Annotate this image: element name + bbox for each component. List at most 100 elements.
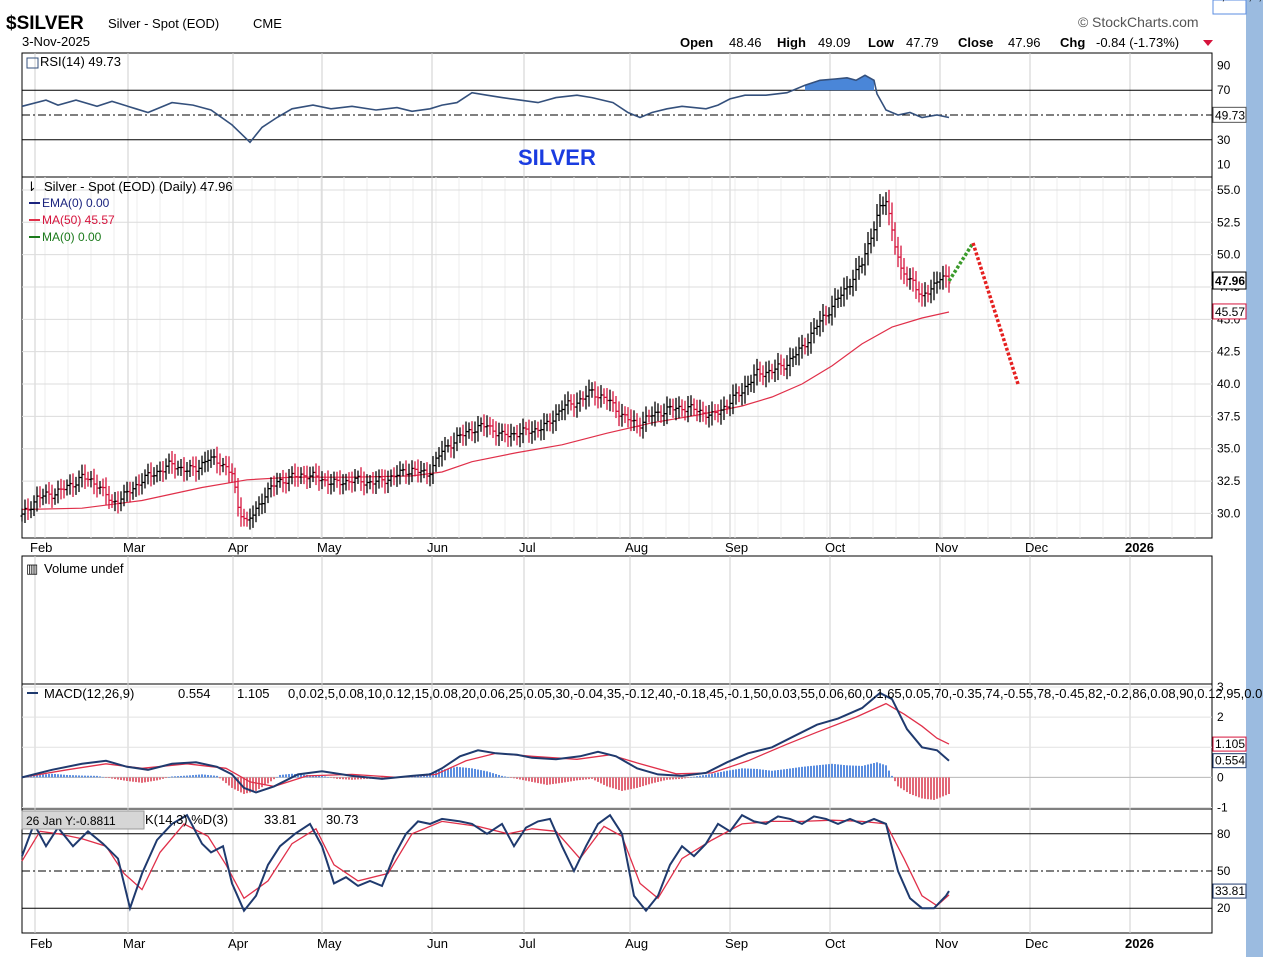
ohlc-bar: [317, 465, 321, 491]
ohlc-bar: [170, 451, 174, 474]
macd-hist-bar: [780, 769, 782, 778]
ohlc-bar: [905, 266, 909, 287]
macd-hist-bar: [195, 774, 197, 778]
ohlc-bar: [839, 286, 843, 307]
ohlc-bar: [581, 391, 585, 407]
month-tick-label: Dec: [1025, 936, 1049, 951]
macd-hist-bar: [864, 765, 866, 778]
ohlc-bar: [641, 411, 645, 439]
macd-hist-bar: [486, 771, 488, 778]
ohlc-bar: [887, 189, 891, 226]
macd-hist-bar: [804, 766, 806, 778]
macd-hist-bar: [759, 769, 761, 778]
month-tick-label: Nov: [935, 540, 959, 555]
month-tick-label: 2026: [1125, 936, 1154, 951]
macd-hist-bar: [936, 777, 938, 799]
macd-hist-bar: [483, 770, 485, 778]
macd-hist-bar: [132, 777, 134, 782]
ohlc-bar: [44, 484, 48, 504]
macd-hist-bar: [588, 777, 590, 780]
brand-name[interactable]: StockCharts.com: [1092, 14, 1199, 30]
macd-hist-badge-text: 0,0.02,5,0.08,10,0.12,15,0.08,20,0.06,25…: [1215, 0, 1263, 3]
macd-hist-bar: [840, 764, 842, 778]
macd-hist-bar: [774, 770, 776, 778]
ohlc-bar: [533, 420, 537, 441]
macd-hist-bar: [162, 777, 164, 779]
ohlc-bar: [161, 461, 165, 482]
month-tick-label: Aug: [625, 540, 648, 555]
ohlc-bar: [863, 243, 867, 276]
ohlc-bar: [713, 404, 717, 421]
ohlc-bar: [782, 358, 786, 377]
macd-hist-bar: [249, 777, 251, 793]
price-last-badge: [1212, 271, 1247, 290]
ohlc-bar: [482, 414, 486, 437]
ohlc-bar: [743, 375, 747, 404]
month-tick-label: Feb: [30, 540, 52, 555]
ohlc-bar: [212, 449, 216, 465]
macd-hist-bar: [546, 777, 548, 785]
macd-hist-bar: [648, 777, 650, 785]
macd-hist-bar: [891, 775, 893, 778]
ohlc-bar: [302, 465, 306, 485]
macd-hist-bar: [912, 777, 914, 796]
macd-hist-bar: [738, 768, 740, 778]
macd-hist-bar: [336, 777, 338, 779]
macd-hist-bar: [477, 769, 479, 778]
ohlc-bar: [89, 470, 93, 488]
ohlc-bar: [185, 461, 189, 481]
ohlc-bar: [23, 499, 27, 524]
stoch-d-value: 30.73: [326, 812, 359, 827]
signal-value: 1.105: [237, 686, 270, 701]
close-label: Close: [958, 35, 993, 50]
ohlc-bar: [671, 398, 675, 418]
ohlc-bar: [257, 496, 261, 517]
ohlc-bar: [797, 337, 801, 366]
ohlc-bar: [107, 485, 111, 509]
macd-hist-bar: [690, 777, 692, 778]
month-tick-label: Apr: [228, 936, 249, 951]
ohlc-bar: [278, 473, 282, 488]
macd-tick-label: -1: [1217, 800, 1228, 814]
macd-hist-bar: [624, 777, 626, 791]
macd-hist-bar: [567, 777, 569, 782]
ohlc-bar: [290, 466, 294, 485]
macd-hist-bar: [807, 766, 809, 778]
macd-hist-bar: [558, 777, 560, 784]
macd-hist-bar: [750, 768, 752, 778]
ohlc-bar: [707, 404, 711, 428]
macd-hist-bar: [678, 777, 680, 780]
macd-hist-bar: [513, 777, 515, 779]
ohlc-bar: [716, 404, 720, 423]
macd-hist-bar: [102, 776, 104, 778]
ohlc-bar: [944, 264, 948, 288]
ema-label: EMA(0) 0.00: [42, 196, 110, 210]
ohlc-bar: [599, 385, 603, 408]
macd-hist-bar: [921, 777, 923, 799]
macd-hist-bar: [870, 763, 872, 778]
ohlc-bar: [539, 419, 543, 441]
ohlc-bar: [47, 482, 51, 505]
macd-hist-bar: [69, 775, 71, 778]
ohlc-bar: [26, 498, 30, 520]
ohlc-bar: [263, 487, 267, 513]
ohlc-bar: [413, 461, 417, 477]
macd-hist-bar: [528, 777, 530, 782]
macd-hist-bar: [798, 767, 800, 778]
ohlc-bar: [791, 348, 795, 368]
macd-hist-bar: [813, 765, 815, 778]
ohlc-bar: [125, 481, 129, 502]
macd-hist-bar: [828, 764, 830, 778]
macd-hist-bar: [543, 777, 545, 785]
price-tick-label: 32.5: [1217, 474, 1241, 488]
ohlc-bar: [845, 276, 849, 300]
macd-hist-bar: [81, 775, 83, 778]
ohlc-bar: [35, 486, 39, 512]
ohlc-bar: [761, 365, 765, 386]
ohlc-bar: [896, 236, 900, 268]
ohlc-bar: [299, 467, 303, 485]
ohlc-bar: [815, 319, 819, 336]
macd-hist-bar: [210, 775, 212, 778]
macd-hist-bar: [279, 774, 281, 778]
macd-hist-bar: [36, 774, 38, 778]
